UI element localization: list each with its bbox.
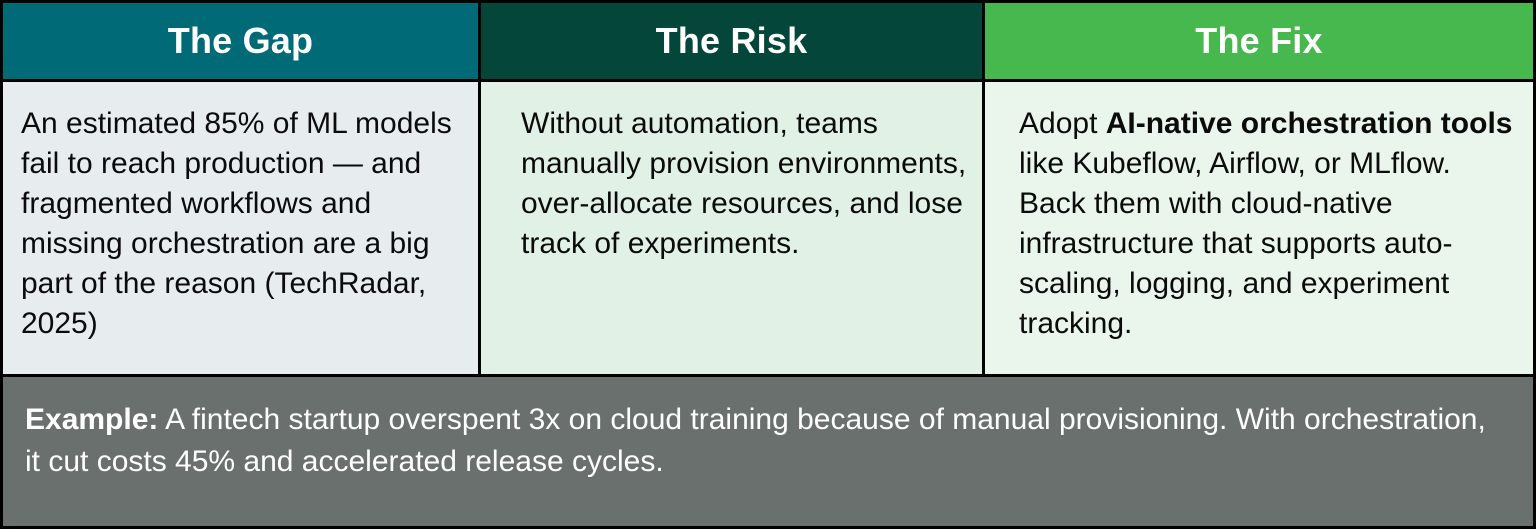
body-cell-risk: Without automation, teams manually provi… [481, 82, 982, 374]
column-header-fix: The Fix [985, 3, 1533, 79]
body-cell-fix: Adopt AI-native orchestration tools like… [985, 82, 1533, 374]
column-header-gap: The Gap [3, 3, 478, 79]
footer-example-text: Example: A fintech startup overspent 3x … [3, 377, 1533, 526]
column-header-risk: The Risk [481, 3, 982, 79]
body-cell-gap: An estimated 85% of ML models fail to re… [3, 82, 478, 374]
